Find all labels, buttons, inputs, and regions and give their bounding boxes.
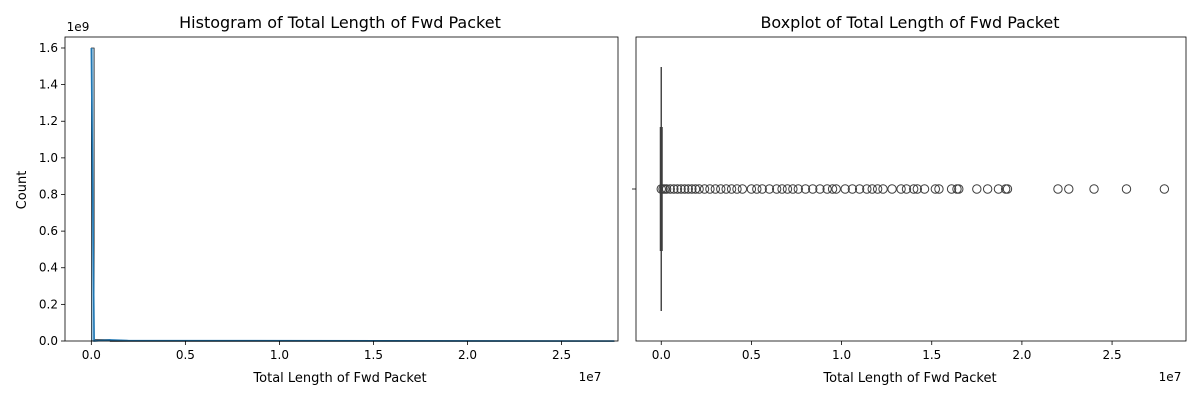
boxplot-outlier (687, 184, 697, 194)
boxplot-outlier (726, 184, 737, 194)
boxplot-x-tick-label: 2.5 (1103, 348, 1122, 362)
boxplot-outlier (721, 184, 731, 194)
boxplot-x-offset-label: 1e7 (1159, 370, 1182, 384)
boxplot-outlier (854, 184, 865, 194)
boxplot-outlier (1121, 184, 1132, 194)
histogram-y-tick-label: 1.2 (39, 114, 58, 128)
boxplot-outlier (716, 184, 726, 194)
histogram-x-tick-label: 0.0 (82, 348, 101, 362)
boxplot-outlier (822, 184, 832, 194)
boxplot-panel: Boxplot of Total Length of Fwd Packet To… (632, 13, 1187, 386)
boxplot-outlier (672, 184, 683, 194)
boxplot-outlier (764, 184, 775, 194)
boxplot-outlier (669, 184, 679, 194)
boxplot-outlier (777, 184, 787, 194)
boxplot-x-label: Total Length of Fwd Packet (822, 371, 996, 386)
histogram-x-tick-label: 1.0 (270, 348, 289, 362)
histogram-x-offset-label: 1e7 (579, 370, 602, 384)
boxplot-plot-area: 0.0 0.5 1.0 1.5 2.0 2.5 (632, 36, 1187, 362)
boxplot-outlier (683, 184, 693, 194)
boxplot-outlier (690, 184, 701, 194)
boxplot-outlier (862, 184, 872, 194)
boxplot-outlier (901, 184, 912, 194)
histogram-y-offset-label: 1e9 (67, 20, 90, 34)
boxplot-outlier (909, 184, 919, 194)
boxplot-outlier (946, 184, 957, 194)
boxplot-outlier (752, 184, 762, 194)
histogram-y-tick-label: 1.6 (39, 41, 58, 55)
boxplot-outlier (831, 184, 841, 194)
boxplot-outlier (827, 184, 838, 194)
boxplot-outlier (694, 184, 704, 194)
boxplot-outlier (934, 184, 944, 194)
boxplot-x-tick-label: 2.0 (1012, 348, 1031, 362)
boxplot-outlier (661, 184, 672, 194)
boxplot-outlier (815, 184, 825, 194)
boxplot-outlier (840, 184, 850, 194)
boxplot-outlier (982, 184, 993, 194)
boxplot-outlier (1159, 184, 1170, 194)
boxplot-title: Boxplot of Total Length of Fwd Packet (760, 13, 1059, 32)
histogram-x-tick-label: 0.5 (176, 348, 195, 362)
boxplot-outlier (872, 184, 883, 194)
histogram-panel: Histogram of Total Length of Fwd Packet … (15, 13, 619, 386)
boxplot-outlier (800, 184, 811, 194)
boxplot-outlier (896, 184, 906, 194)
boxplot-x-tick-label: 1.5 (922, 348, 941, 362)
boxplot-outlier (737, 184, 748, 194)
histogram-x-label: Total Length of Fwd Packet (252, 371, 426, 386)
boxplot-outlier (1089, 184, 1099, 194)
boxplot-outlier (665, 184, 675, 194)
histogram-axes-frame (64, 36, 619, 342)
boxplot-outlier (847, 184, 858, 194)
boxplot-outlier (972, 184, 982, 194)
boxplot-x-tick-label: 1.0 (832, 348, 851, 362)
boxplot-outlier (1053, 184, 1063, 194)
boxplot-outlier (746, 184, 757, 194)
histogram-y-tick-label: 1.4 (39, 78, 58, 92)
boxplot-outlier (782, 184, 793, 194)
boxplot-outlier (887, 184, 897, 194)
histogram-plot-area: 0.0 0.5 1.0 1.5 2.0 2.5 0.0 0.2 0.4 0.6 0.8 1.0 1.2 1… (39, 36, 619, 362)
boxplot-x-tick-label: 0.5 (742, 348, 761, 362)
boxplot-outlier (705, 184, 715, 194)
histogram-y-tick-label: 0.6 (39, 224, 58, 238)
histogram-y-tick-label: 1.0 (39, 151, 58, 165)
histogram-title: Histogram of Total Length of Fwd Packet (179, 13, 501, 32)
boxplot-outlier (732, 184, 742, 194)
histogram-y-tick-label: 0.4 (39, 261, 58, 275)
boxplot-outlier (771, 184, 782, 194)
boxplot-outlier (699, 184, 710, 194)
boxplot-outlier (952, 184, 962, 194)
histogram-kde-line (90, 47, 615, 342)
boxplot-outlier (954, 184, 964, 194)
histogram-x-tick-label: 2.5 (552, 348, 571, 362)
histogram-y-label: Count (15, 171, 30, 210)
histogram-y-tick-label: 0.8 (39, 187, 58, 201)
boxplot-outlier (676, 184, 686, 194)
boxplot-outlier (912, 184, 923, 194)
boxplot-outlier (867, 184, 877, 194)
boxplot-outlier (710, 184, 721, 194)
boxplot-x-tick-label: 0.0 (652, 348, 671, 362)
boxplot-outlier (1064, 184, 1074, 194)
boxplot-outlier (793, 184, 803, 194)
histogram-x-tick-label: 1.5 (364, 348, 383, 362)
boxplot-outlier (679, 184, 690, 194)
histogram-y-tick-label: 0.0 (39, 334, 58, 348)
boxplot-outlier (788, 184, 798, 194)
boxplot-outlier (993, 184, 1004, 194)
boxplot-outlier (808, 184, 818, 194)
boxplot-outlier (757, 184, 767, 194)
boxplot-outlier (919, 184, 930, 194)
boxplot-outlier (878, 184, 888, 194)
boxplot-outlier (1002, 184, 1013, 194)
boxplot-outlier (930, 184, 941, 194)
histogram-y-tick-label: 0.2 (39, 297, 58, 311)
histogram-x-tick-label: 2.0 (458, 348, 477, 362)
